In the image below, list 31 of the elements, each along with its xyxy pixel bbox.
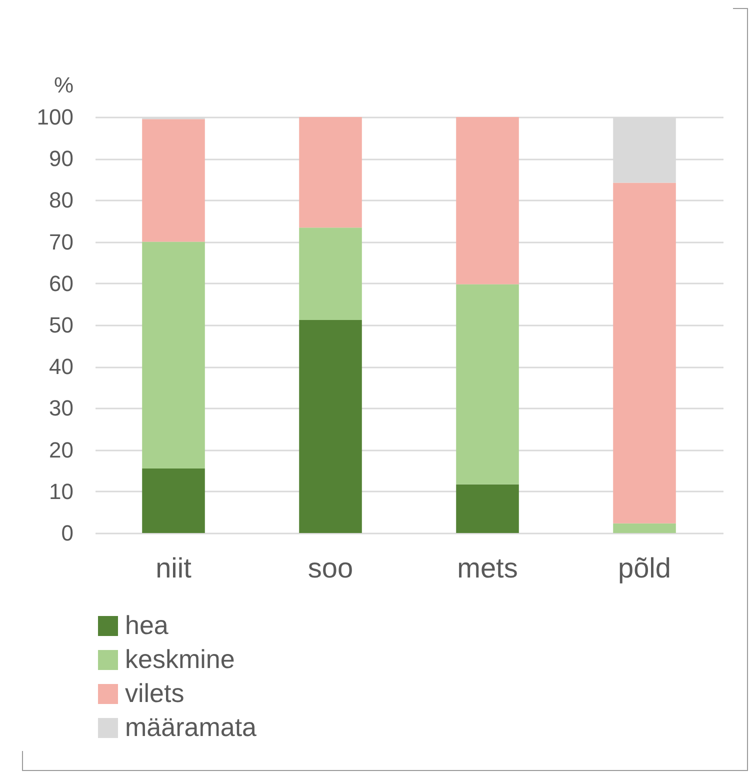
- y-tick-label: 0: [61, 520, 74, 546]
- y-tick-label: 90: [49, 146, 74, 172]
- y-tick-label: 20: [49, 437, 74, 462]
- legend-label: keskmine: [125, 644, 235, 674]
- y-tick-label: 80: [49, 188, 74, 213]
- y-tick-label: 40: [49, 354, 74, 380]
- y-axis-title: %: [54, 72, 74, 98]
- legend-label: määramata: [125, 712, 258, 742]
- bar: [142, 119, 205, 242]
- y-tick-label: 50: [49, 312, 74, 338]
- legend-label: vilets: [125, 678, 184, 708]
- bar: [142, 468, 205, 533]
- y-tick-label: 60: [49, 270, 74, 296]
- y-tick-label: 10: [49, 478, 74, 504]
- y-tick-label: 30: [49, 396, 74, 421]
- bar: [299, 117, 362, 228]
- bar: [299, 228, 362, 320]
- y-tick-label: 70: [49, 229, 74, 254]
- bar: [142, 242, 205, 469]
- x-tick-label: soo: [308, 552, 354, 584]
- bar: [456, 484, 519, 533]
- bar: [613, 182, 676, 524]
- x-tick-label: niit: [156, 552, 192, 584]
- bar: [613, 523, 676, 533]
- y-tick-label: 100: [36, 104, 74, 130]
- x-tick-label: mets: [457, 552, 518, 584]
- x-tick-label: põld: [618, 552, 671, 584]
- bar: [456, 117, 519, 284]
- bar: [299, 320, 362, 533]
- bar: [456, 284, 519, 484]
- legend-label: hea: [125, 610, 169, 640]
